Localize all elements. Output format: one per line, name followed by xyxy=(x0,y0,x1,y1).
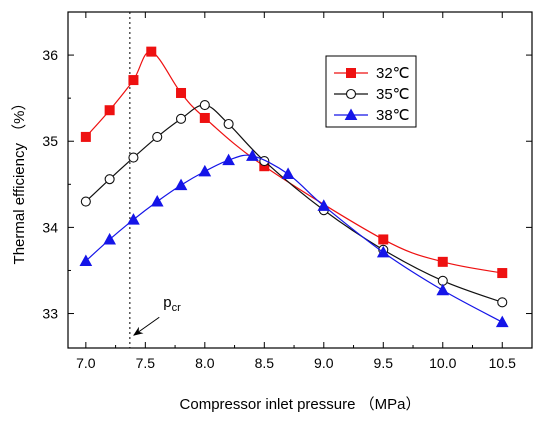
data-point xyxy=(437,256,448,267)
legend-label: 38℃ xyxy=(376,107,410,124)
critical-pressure-symbol: p xyxy=(163,294,171,311)
critical-pressure-annotation: pcr xyxy=(133,294,181,336)
series-line xyxy=(85,104,503,303)
critical-pressure-label: pcr xyxy=(163,294,181,314)
legend-label: 35℃ xyxy=(376,86,410,103)
x-tick-label: 7.0 xyxy=(76,355,96,371)
legend-marker xyxy=(346,68,356,78)
data-point xyxy=(175,113,187,124)
data-point xyxy=(222,153,235,166)
x-tick-label: 9.0 xyxy=(314,355,334,371)
legend: 32℃ 35℃ 38℃ xyxy=(325,55,417,128)
data-point xyxy=(150,195,164,207)
series-3 xyxy=(79,149,509,328)
series-line xyxy=(85,51,503,274)
data-point xyxy=(127,213,140,225)
legend-marker xyxy=(344,108,358,120)
data-point xyxy=(281,167,295,179)
y-tick-label: 35 xyxy=(42,133,58,149)
legend-marker xyxy=(345,88,357,100)
data-point xyxy=(104,105,115,116)
x-axis-label: Compressor inlet pressure （MPa） xyxy=(180,396,421,413)
legend-label: 32℃ xyxy=(376,65,410,82)
data-point xyxy=(174,178,188,191)
data-point xyxy=(176,87,187,98)
series-line xyxy=(85,154,503,323)
plot-frame xyxy=(67,11,533,349)
x-axis-ticks: 7.0 7.5 8.0 8.5 9.0 9.5 10.0 10.5 xyxy=(76,12,516,371)
data-point xyxy=(199,99,210,111)
data-point xyxy=(199,112,210,123)
data-point xyxy=(80,131,91,142)
data-point xyxy=(497,268,508,279)
x-tick-label: 10.5 xyxy=(489,355,516,371)
data-point xyxy=(146,46,157,57)
y-axis-ticks: 33 34 35 36 xyxy=(42,11,532,322)
x-tick-label: 7.5 xyxy=(136,355,156,371)
y-tick-label: 34 xyxy=(42,219,58,235)
data-point xyxy=(495,315,509,328)
data-point xyxy=(497,297,508,308)
data-point xyxy=(378,234,389,245)
data-point xyxy=(376,245,390,258)
data-point xyxy=(128,75,139,86)
x-tick-label: 8.0 xyxy=(195,355,215,371)
data-point xyxy=(128,152,139,163)
data-point xyxy=(80,196,91,207)
x-tick-label: 8.5 xyxy=(255,355,275,371)
data-point xyxy=(246,149,259,161)
series-2 xyxy=(80,99,508,308)
data-point xyxy=(436,283,450,296)
data-point xyxy=(317,199,331,211)
x-tick-label: 9.5 xyxy=(374,355,394,371)
data-point xyxy=(198,164,212,177)
critical-pressure-subscript: cr xyxy=(172,302,182,314)
critical-pressure-arrow xyxy=(133,316,160,336)
x-tick-label: 10.0 xyxy=(429,355,456,371)
data-point xyxy=(223,118,234,130)
data-point xyxy=(79,254,93,266)
y-tick-label: 33 xyxy=(42,306,58,322)
series-layer xyxy=(79,46,509,328)
data-point xyxy=(103,232,116,245)
series-1 xyxy=(80,46,508,279)
data-point xyxy=(152,131,163,142)
data-point xyxy=(104,174,115,185)
y-tick-label: 36 xyxy=(42,47,58,63)
y-axis-label: Thermal efficiency （%） xyxy=(11,96,28,265)
